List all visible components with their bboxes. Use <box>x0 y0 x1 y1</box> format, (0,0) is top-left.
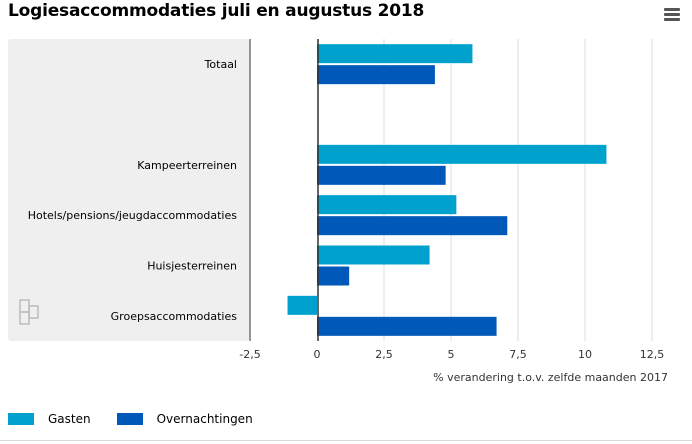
category-label: Kampeerterreinen <box>137 159 237 172</box>
category-label: Totaal <box>204 58 237 71</box>
cbs-logo-icon <box>19 299 39 325</box>
hamburger-menu-icon[interactable] <box>664 8 680 22</box>
bottom-divider <box>0 440 692 441</box>
x-tick-label: 7,5 <box>509 348 527 361</box>
x-tick-label: 2,5 <box>375 348 393 361</box>
bar[interactable] <box>287 295 317 315</box>
x-tick-label: -2,5 <box>239 348 260 361</box>
legend-swatch-overnachtingen <box>116 413 143 425</box>
chart-title: Logiesaccommodaties juli en augustus 201… <box>8 1 425 21</box>
legend-item-gasten[interactable]: Gasten <box>8 412 91 426</box>
bar[interactable] <box>317 316 497 336</box>
bars <box>287 44 607 336</box>
legend-swatch-gasten <box>8 413 34 425</box>
bar[interactable] <box>317 144 607 164</box>
x-axis-label: % verandering t.o.v. zelfde maanden 2017 <box>433 371 668 384</box>
bar[interactable] <box>317 245 430 265</box>
category-label: Hotels/pensions/jeugdaccommodaties <box>28 209 238 222</box>
chart-area: Totaal Kampeerterreinen Hotels/pensions/je… <box>8 39 668 384</box>
bar[interactable] <box>317 266 350 286</box>
x-tick-label: 10 <box>578 348 592 361</box>
category-label: Huisjesterreinen <box>147 260 237 273</box>
bar[interactable] <box>317 65 435 85</box>
legend-label-overnachtingen: Overnachtingen <box>156 412 253 426</box>
legend: Gasten Overnachtingen <box>8 410 279 428</box>
category-labels: Totaal Kampeerterreinen Hotels/pensions/je… <box>28 58 238 323</box>
x-tick-labels: -2,5 0 2,5 5 7,5 10 12,5 <box>239 348 664 361</box>
legend-label-gasten: Gasten <box>48 412 91 426</box>
bar[interactable] <box>317 44 473 64</box>
x-tick-label: 12,5 <box>640 348 665 361</box>
gridlines <box>383 39 653 341</box>
bar[interactable] <box>317 195 457 215</box>
x-tick-label: 5 <box>448 348 455 361</box>
bar[interactable] <box>317 165 446 185</box>
category-label: Groepsaccommodaties <box>111 310 238 323</box>
x-tick-label: 0 <box>314 348 321 361</box>
category-label-panel <box>8 39 250 341</box>
legend-item-overnachtingen[interactable]: Overnachtingen <box>116 412 253 426</box>
bar[interactable] <box>317 216 508 236</box>
